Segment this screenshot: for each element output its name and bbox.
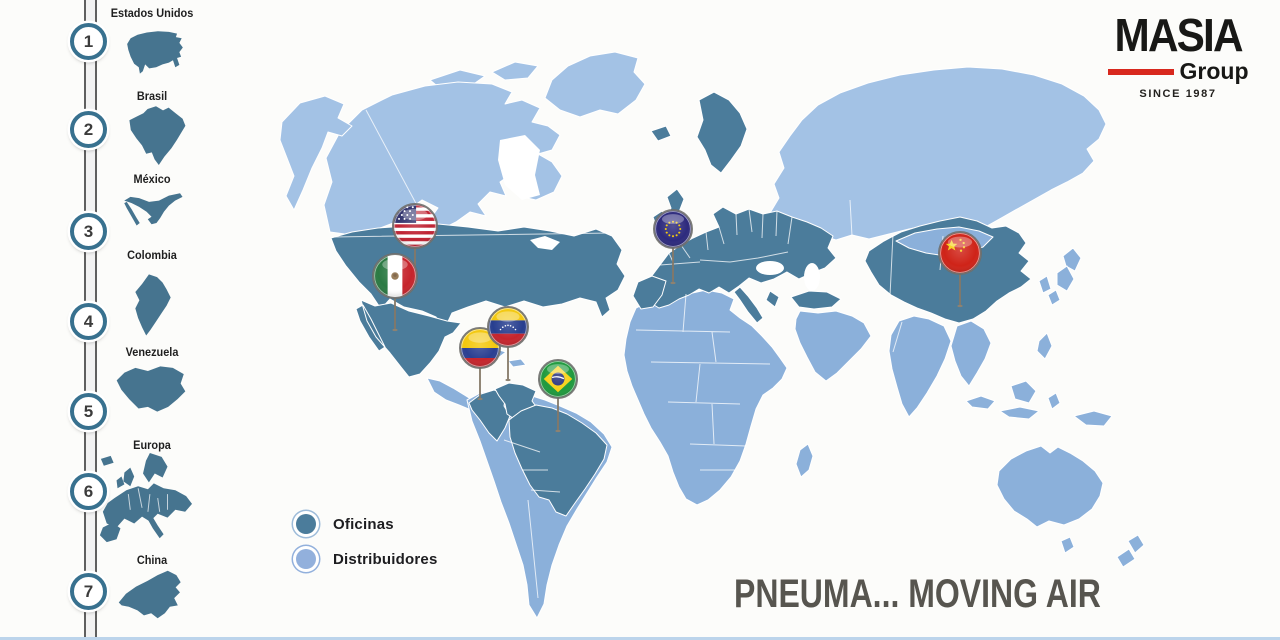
country-korea <box>1038 275 1052 294</box>
country-borneo <box>1010 380 1037 404</box>
country-russia <box>769 66 1107 241</box>
sidebar-item-label: China <box>136 555 168 567</box>
country-tasmania <box>1060 536 1075 554</box>
sidebar: 1 Estados Unidos 2 Brasil 3 México 4 Colombia 5 V… <box>0 0 232 640</box>
country-canada <box>323 81 563 235</box>
map-pin-china[interactable] <box>938 231 982 308</box>
silhouette-china-icon <box>97 565 201 637</box>
hudson-bay <box>498 135 540 200</box>
country-new-zealand <box>1116 534 1145 568</box>
legend-label: Distribuidores <box>333 550 438 568</box>
country-philippines <box>1036 332 1053 360</box>
logo-brand-text: MASIA <box>1114 9 1243 61</box>
country-colombia <box>468 389 511 442</box>
step-number-badge: 3 <box>70 213 107 250</box>
country-italy <box>733 286 764 324</box>
country-turkey <box>790 290 842 310</box>
sidebar-item-label: Brasil <box>136 91 168 103</box>
sidebar-item-label: México <box>133 174 171 186</box>
map-pin-brasil[interactable] <box>538 359 578 433</box>
sidebar-item-label: Colombia <box>127 250 177 262</box>
step-number-badge: 6 <box>70 473 107 510</box>
step-number-badge: 7 <box>70 573 107 610</box>
logo-group-text: Group <box>1179 58 1249 84</box>
country-europe-mainland <box>644 206 837 309</box>
silhouette-brazil-icon <box>117 102 195 172</box>
logo-red-bar <box>1107 68 1174 75</box>
country-middle-east <box>794 310 872 382</box>
silhouette-venezuela-icon <box>105 357 197 435</box>
logo-since-text: SINCE 1987 <box>1139 88 1217 100</box>
pins-layer <box>372 203 982 433</box>
silhouette-usa-icon <box>112 22 198 80</box>
masia-logo: MASIA Group SINCE 1987 <box>1098 12 1258 100</box>
country-australia <box>996 445 1104 528</box>
sidebar-item-label: Europa <box>133 440 171 452</box>
headline: PNEUMA... MOVING AIR <box>734 572 1101 616</box>
map-pin-colombia[interactable] <box>459 327 501 401</box>
map-pin-mexico[interactable] <box>372 253 418 332</box>
legend-item-distribuidores: Distribuidores <box>292 548 437 570</box>
country-india <box>888 315 952 418</box>
sidebar-item-label: Venezuela <box>125 347 179 359</box>
country-africa <box>623 289 788 506</box>
step-number-badge: 1 <box>70 23 107 60</box>
map-pin-venezuela[interactable] <box>487 306 529 382</box>
great-lakes <box>530 236 560 250</box>
country-mexico <box>355 299 462 378</box>
silhouette-mexico-icon <box>110 187 198 249</box>
step-number-badge: 2 <box>70 111 107 148</box>
silhouette-europe-icon <box>88 451 200 549</box>
office-marker-icon <box>296 514 316 534</box>
country-new-guinea <box>1073 410 1113 427</box>
step-number-badge: 5 <box>70 393 107 430</box>
step-number-badge: 4 <box>70 303 107 340</box>
seas-layer <box>498 135 820 291</box>
bottom-border-line <box>0 637 1280 640</box>
country-indonesia <box>965 392 1061 420</box>
country-alaska <box>279 95 353 211</box>
country-greenland <box>544 51 646 118</box>
country-greece <box>765 290 780 308</box>
legend-label: Oficinas <box>333 515 394 533</box>
country-hispaniola <box>507 358 527 368</box>
silhouette-colombia-icon <box>119 261 187 353</box>
countries-layer <box>279 51 1145 619</box>
country-scandinavia <box>696 91 748 174</box>
legend: Oficinas Distribuidores <box>292 513 437 583</box>
country-madagascar <box>795 443 814 478</box>
country-iberia <box>632 275 667 310</box>
country-iceland <box>650 125 672 142</box>
country-indochina <box>950 320 992 387</box>
country-japan <box>1047 247 1082 306</box>
map-pin-europa[interactable] <box>653 209 693 285</box>
sidebar-item-label: Estados Unidos <box>110 8 194 20</box>
legend-item-oficinas: Oficinas <box>292 513 437 535</box>
caspian-sea <box>804 263 820 291</box>
black-sea <box>756 261 784 275</box>
country-brazil <box>508 404 608 517</box>
distributor-marker-icon <box>296 549 316 569</box>
